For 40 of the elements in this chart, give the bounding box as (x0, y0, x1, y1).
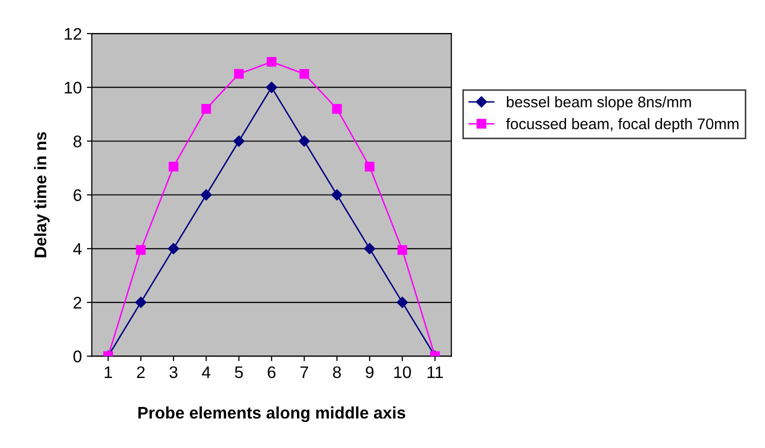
x-axis-title: Probe elements along middle axis (138, 406, 406, 422)
y-tick-label: 12 (64, 28, 82, 40)
point (266, 82, 278, 93)
x-tick-label: 10 (394, 366, 411, 378)
x-tick-label: 2 (137, 366, 145, 378)
point (201, 104, 212, 114)
point (168, 243, 180, 254)
point (136, 245, 146, 255)
point (200, 189, 212, 200)
point (298, 136, 310, 147)
point (135, 296, 146, 308)
legend-label: focussed beam, focal depth 70mm (506, 118, 738, 132)
y-axis-title: Delay time in ns (34, 132, 50, 258)
x-tick-label: 3 (170, 366, 178, 378)
point (331, 189, 343, 200)
legend-label: bessel beam slope 8ns/mm (506, 96, 691, 110)
y-tick-label: 6 (74, 189, 82, 202)
point (168, 162, 178, 172)
point (364, 162, 374, 172)
x-tick-label: 11 (428, 366, 443, 378)
point (332, 104, 342, 114)
x-tick-label: 1 (104, 366, 112, 378)
point (234, 69, 244, 79)
x-tick-label: 7 (300, 366, 308, 378)
x-tick-label: 4 (202, 366, 210, 378)
point (397, 245, 408, 255)
y-tick-label: 8 (74, 136, 82, 148)
y-tick-label: 0 (73, 350, 82, 362)
y-tick-label: 10 (64, 82, 82, 94)
x-tick-label: 8 (333, 366, 341, 378)
point (299, 69, 310, 79)
x-tick-label: 6 (268, 366, 276, 378)
point (233, 136, 244, 147)
point (396, 296, 408, 308)
x-tick-label: 9 (366, 366, 374, 378)
point (266, 56, 276, 67)
point (364, 243, 376, 254)
y-tick-label: 4 (73, 243, 82, 255)
y-tick-label: 2 (74, 296, 82, 308)
x-tick-label: 5 (234, 366, 243, 378)
